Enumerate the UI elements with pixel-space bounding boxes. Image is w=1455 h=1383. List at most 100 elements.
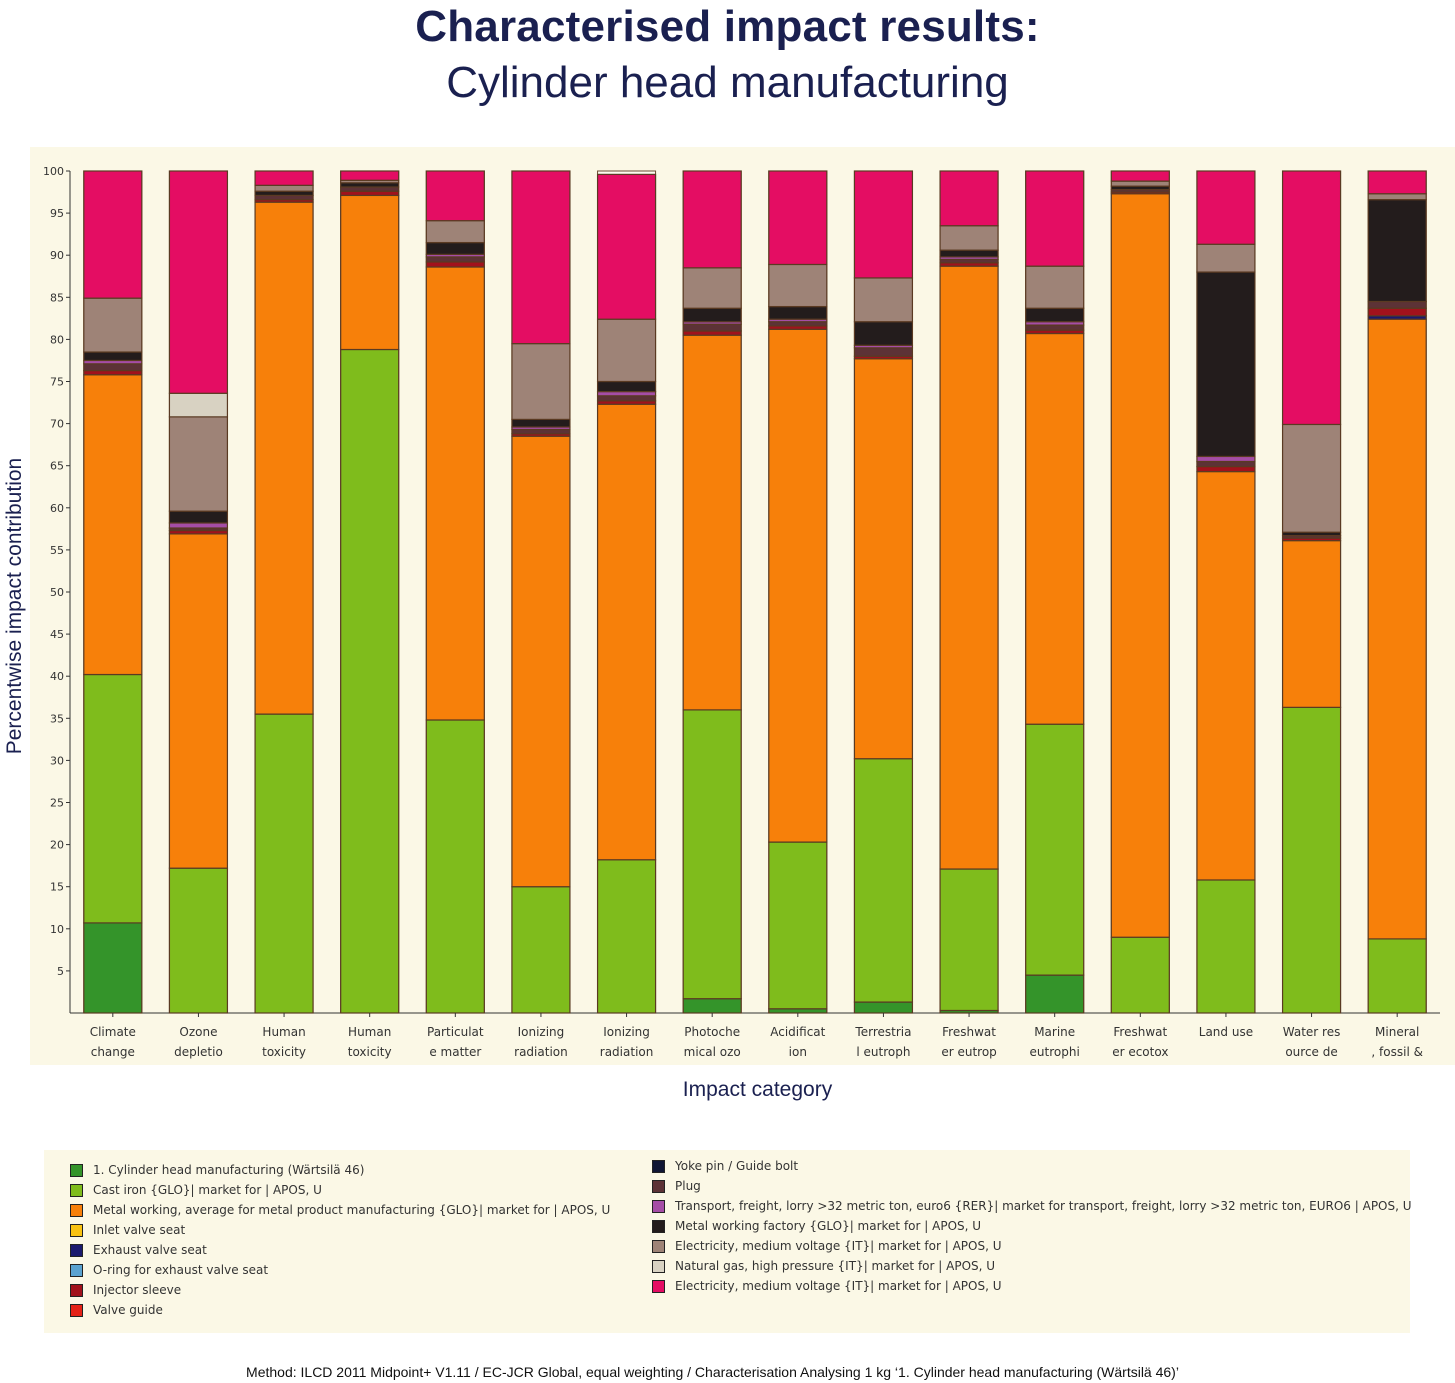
legend-label: Electricity, medium voltage {IT}| market… — [675, 1239, 1002, 1253]
y-tick-label: 100 — [43, 165, 64, 178]
bar-segment — [1110, 180, 1170, 187]
x-tick-label: er eutrop — [941, 1045, 996, 1059]
legend-swatch — [70, 1263, 83, 1277]
bar-segment — [83, 673, 143, 924]
y-tick-label: 30 — [50, 754, 64, 767]
bar-segment — [853, 358, 914, 760]
x-tick-label: depletio — [174, 1045, 223, 1059]
bar-segment — [340, 190, 400, 197]
stacked-bar-chart: 5 10 15 20 25 30 35 40 45 50 55 60 65 70 75 80 85 90 95 100… — [43, 165, 1440, 1059]
x-tick-label: radiation — [600, 1045, 654, 1059]
x-tick-label: Water res — [1283, 1025, 1341, 1039]
legend-label: O-ring for exhaust valve seat — [93, 1263, 269, 1277]
legend-label: Transport, freight, lorry >32 metric ton… — [675, 1199, 1412, 1213]
bar-segment — [1196, 271, 1256, 458]
legend-swatch — [70, 1283, 83, 1297]
legend-item: Exhaust valve seat — [70, 1240, 610, 1260]
bar-segment — [596, 391, 657, 397]
bar-segment — [511, 418, 571, 428]
chart-subtitle: Cylinder head manufacturing — [446, 58, 1009, 107]
bar-segment — [340, 170, 400, 181]
bar-segment — [1025, 265, 1085, 309]
bar-segment — [83, 374, 143, 676]
y-tick-label: 90 — [50, 249, 64, 262]
bar-segment — [853, 1001, 914, 1014]
x-tick-label: Ionizing — [518, 1025, 565, 1039]
legend-item: Metal working factory {GLO}| market for … — [652, 1216, 1412, 1236]
method-note: Method: ILCD 2011 Midpoint+ V1.11 / EC-J… — [246, 1364, 1179, 1380]
bar-segment — [1367, 300, 1427, 309]
bar-segment — [425, 170, 485, 222]
bar-segment — [596, 395, 657, 402]
bar-segment — [168, 392, 229, 418]
bar-segment — [1025, 974, 1085, 1014]
x-tick-label: Human — [262, 1025, 305, 1039]
x-tick-label: toxicity — [348, 1045, 392, 1059]
y-tick-label: 85 — [50, 291, 64, 304]
bar-segment — [768, 263, 828, 308]
legend-item: Cast iron {GLO}| market for | APOS, U — [70, 1180, 610, 1200]
x-tick-label: , fossil & — [1371, 1045, 1423, 1059]
x-tick-label: ource de — [1285, 1045, 1337, 1059]
bar-segment — [83, 351, 143, 362]
bar-segment — [511, 343, 571, 420]
legend-label: Injector sleeve — [93, 1283, 182, 1297]
legend-swatch — [652, 1239, 665, 1253]
legend-swatch — [70, 1223, 83, 1237]
legend-label: Metal working, average for metal product… — [93, 1203, 611, 1217]
legend-label: Electricity, medium voltage {IT}| market… — [675, 1279, 1002, 1293]
x-tick-label: Freshwat — [942, 1025, 996, 1039]
bar-segment — [853, 277, 914, 323]
bar-segment — [1196, 879, 1256, 1014]
bar-segment — [1367, 307, 1427, 317]
bar-segment — [596, 859, 657, 1014]
legend-swatch — [70, 1243, 83, 1257]
legend-item: Electricity, medium voltage {IT}| market… — [652, 1276, 1412, 1296]
y-tick-label: 10 — [50, 923, 64, 936]
legend: 1. Cylinder head manufacturing (Wärtsilä… — [44, 1150, 1412, 1333]
bar-segment — [682, 307, 742, 323]
legend-swatch — [70, 1183, 83, 1197]
bar-segment — [939, 868, 999, 1012]
x-tick-label: ion — [789, 1045, 807, 1059]
bar-segment — [1025, 332, 1085, 725]
x-tick-label: e matter — [429, 1045, 481, 1059]
bar-segment — [853, 170, 914, 279]
bar-segment — [425, 241, 485, 255]
bar-segment — [939, 170, 999, 227]
bar-segment — [254, 201, 314, 715]
bar-segment — [1281, 170, 1342, 426]
bar-segment — [168, 416, 229, 512]
bar-segment — [1025, 723, 1085, 976]
legend-swatch — [652, 1259, 665, 1273]
chart-panel: 5 10 15 20 25 30 35 40 45 50 55 60 65 70 75 80 85 90 95 100… — [30, 147, 1455, 1065]
legend-column-right: Yoke pin / Guide bolt Plug Transport, frei… — [652, 1156, 1412, 1296]
y-tick-label: 75 — [50, 376, 64, 389]
bar-segment — [939, 225, 999, 251]
bar-segment — [1367, 938, 1427, 1014]
x-tick-label: toxicity — [262, 1045, 306, 1059]
bar-segment — [83, 922, 143, 1014]
legend-swatch — [70, 1303, 83, 1317]
legend-label: Inlet valve seat — [93, 1223, 186, 1237]
legend-item: Natural gas, high pressure {IT}| market … — [652, 1256, 1412, 1276]
legend-swatch — [652, 1219, 665, 1233]
bar-segment — [511, 886, 571, 1014]
legend-swatch — [652, 1159, 665, 1173]
y-tick-label: 60 — [50, 502, 64, 515]
x-tick-label: Terrestria — [854, 1025, 911, 1039]
legend-label: Natural gas, high pressure {IT}| market … — [675, 1259, 996, 1273]
bar-segment — [425, 719, 485, 1014]
bar-segment — [1025, 324, 1085, 331]
x-tick-label: Land use — [1199, 1025, 1253, 1039]
y-tick-label: 55 — [50, 544, 64, 557]
legend-item: Plug — [652, 1176, 1412, 1196]
bar-segment — [1281, 540, 1342, 708]
bar-segment — [1196, 243, 1256, 273]
bar-segment — [768, 305, 828, 320]
x-tick-label: er ecotox — [1112, 1045, 1168, 1059]
bar-segment — [1025, 307, 1085, 323]
bar-segment — [853, 347, 914, 357]
x-tick-label: Climate — [90, 1025, 136, 1039]
legend-item: 1. Cylinder head manufacturing (Wärtsilä… — [70, 1160, 610, 1180]
